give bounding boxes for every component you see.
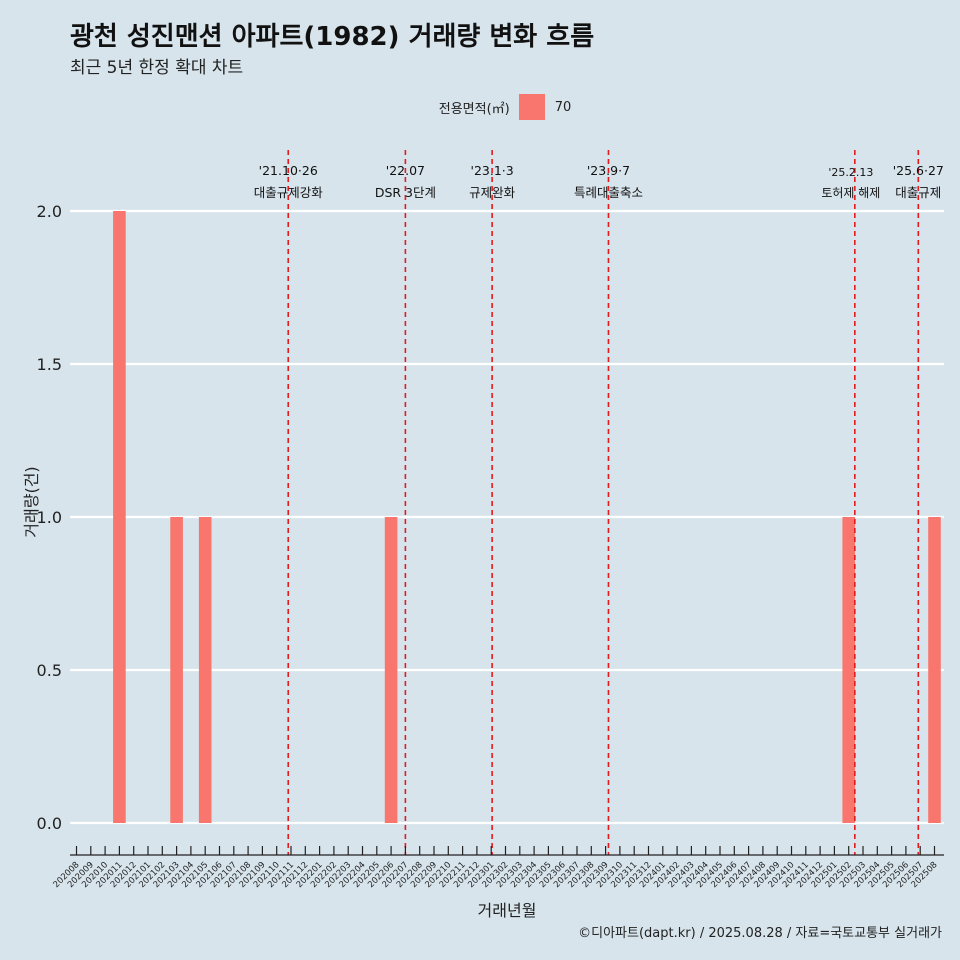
chart-title: 광천 성진맨션 아파트(1982) 거래량 변화 흐름 xyxy=(70,22,595,52)
y-tick-label: 0.5 xyxy=(37,661,62,680)
bar xyxy=(928,517,941,823)
bar xyxy=(113,211,126,823)
y-tick-label: 1.5 xyxy=(37,355,62,374)
y-tick-label: 0.0 xyxy=(37,814,62,833)
legend-label-70: 70 xyxy=(554,99,572,115)
bar xyxy=(384,517,398,823)
y-tick-label: 2.0 xyxy=(37,202,62,221)
bar xyxy=(198,517,212,823)
legend: 전용면적(㎡) 70 xyxy=(0,94,960,120)
legend-title: 전용면적(㎡) xyxy=(438,101,510,117)
bar xyxy=(842,517,855,823)
annotation-date-label: '22.07 xyxy=(386,163,425,178)
caption: ©디아파트(dapt.kr) / 2025.08.28 / 자료=국토교통부 실… xyxy=(578,926,942,941)
annotation-event-label: DSR 3단계 xyxy=(375,185,436,200)
annotation-date-label: '23.9·7 xyxy=(587,163,630,178)
annotation-date-label: '21.10·26 xyxy=(259,163,318,178)
annotation-event-label: 특례대출축소 xyxy=(574,185,643,200)
annotation-date-label: '25.2.13 xyxy=(828,166,873,179)
annotation-date-label: '23.1·3 xyxy=(471,163,514,178)
x-axis-label: 거래년월 xyxy=(477,901,537,920)
bar xyxy=(170,517,183,823)
chart-subtitle: 최근 5년 한정 확대 차트 xyxy=(70,58,244,78)
annotation-date-label: '25.6·27 xyxy=(893,163,944,178)
annotation-event-label: 대출규제강화 xyxy=(254,185,324,200)
annotation-event-label: 규제완화 xyxy=(469,185,516,200)
y-axis-label: 거래량(건) xyxy=(22,466,41,538)
y-tick-label: 1.0 xyxy=(37,508,62,527)
annotation-event-label: 토허제 해제 xyxy=(821,186,880,200)
annotation-event-label: 대출규제 xyxy=(895,185,941,200)
legend-key-70 xyxy=(518,94,545,120)
